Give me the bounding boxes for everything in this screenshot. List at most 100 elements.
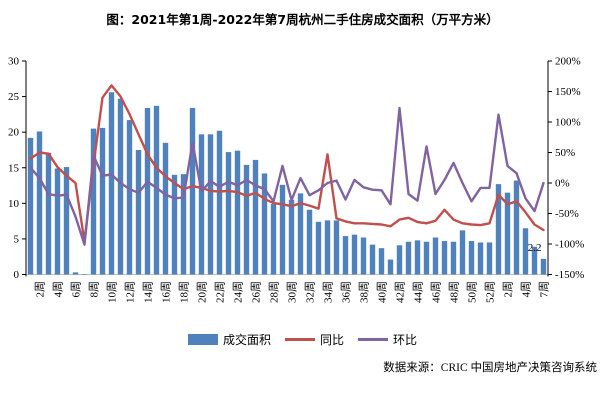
legend-wow-line-icon [358,338,388,341]
bar [387,259,394,275]
x-axis-tick-label: 18周 [178,281,191,303]
x-axis-tick-label: 32周 [304,281,317,303]
x-axis-tick-label: 2周 [502,281,515,298]
right-axis-tick-label: -100% [555,239,584,251]
bar [342,236,349,275]
last-bar-data-label: 2.2 [528,242,542,254]
bar [315,221,322,275]
bar [396,245,403,275]
left-axis-ticks: 0 5 10 15 20 25 30 [8,56,26,281]
legend-label-area: 成交面积 [222,333,271,347]
x-axis-tick-label: 38周 [358,281,371,303]
bar [360,237,367,275]
x-axis-tick-label: 42周 [394,281,407,303]
bar [378,248,385,275]
left-axis-tick-label: 10 [8,198,20,210]
x-axis-tick-label: 2周 [34,281,47,298]
x-axis-tick-label: 46周 [430,281,443,303]
bar [162,142,169,275]
bar-series [27,92,547,275]
bar [540,258,547,275]
x-axis-tick-label: 44周 [412,281,425,303]
bar [306,209,313,275]
bar [36,131,43,275]
bar [135,149,142,275]
right-axis-tick-label: 100% [555,117,581,129]
bar [369,244,376,275]
bar [144,107,151,275]
bar [45,152,52,275]
bar [126,120,133,275]
bar [324,220,331,275]
bar [81,274,88,275]
bar [423,241,430,275]
bar [270,204,277,275]
bar [459,230,466,275]
bar [207,134,214,275]
legend-label-yoy: 同比 [319,333,344,347]
x-axis-tick-label: 8周 [88,281,101,298]
yoy-line [29,84,545,243]
bar [189,107,196,275]
x-axis-tick-label: 50周 [466,281,479,303]
right-axis-tick-label: -50% [555,208,579,220]
bar [450,241,457,275]
x-axis-tick-label: 4周 [52,281,65,298]
bar [468,241,475,275]
x-axis-tick-label: 7周 [538,281,551,298]
bar [234,150,241,275]
bar [288,199,295,275]
left-axis-tick-label: 5 [14,233,20,245]
x-axis-tick-label: 12周 [124,281,137,303]
bar [171,174,178,275]
bar [414,240,421,275]
right-axis-tick-label: 50% [555,147,575,159]
bar [252,159,259,275]
left-axis-tick-label: 25 [8,91,20,103]
left-axis-tick-label: 30 [8,56,20,68]
bar [297,193,304,275]
bar [27,137,34,275]
bar [279,184,286,275]
chart-title: 图：2021年第1周-2022年第7周杭州二手住房成交面积（万平方米） [106,12,499,27]
bar [531,246,538,275]
right-axis-tick-label: 0% [555,178,570,190]
legend-bar-swatch-icon [187,334,218,345]
bar [504,192,511,275]
x-axis-tick-label: 48周 [448,281,461,303]
x-axis-tick-label: 6周 [70,281,83,298]
bar [72,272,79,275]
bar [405,241,412,275]
bar [513,180,520,275]
left-axis-tick-label: 0 [14,269,20,281]
bar [432,237,439,275]
bar [441,241,448,275]
x-axis-tick-label: 16周 [160,281,173,303]
x-axis-tick-label: 24周 [232,281,245,303]
right-axis-tick-label: 150% [555,86,581,98]
x-axis-tick-label: 34周 [322,281,335,303]
x-axis-tick-label: 28周 [268,281,281,303]
x-axis-tick-label: 10周 [106,281,119,303]
right-axis-tick-label: 200% [555,56,581,68]
x-axis-tick-label: 14周 [142,281,155,303]
x-axis-tick-label: 52周 [484,281,497,303]
bar [99,127,106,275]
x-axis-tick-label: 40周 [376,281,389,303]
bar [54,168,61,275]
legend-item-wow: 环比 [358,331,417,348]
left-axis-tick-label: 15 [8,162,20,174]
bar [90,128,97,275]
right-axis-ticks: -150% -100% -50% 0% 50% 100% 150% 200% [548,56,584,281]
bar [495,184,502,275]
x-axis-tick-label: 36周 [340,281,353,303]
bar [198,134,205,275]
bar [108,92,115,275]
source-note: 数据来源：CRIC 中国房地产决策咨询系统 [383,362,597,374]
legend-item-yoy: 同比 [284,331,344,348]
legend: 成交面积 同比 环比 [0,331,605,348]
bar [486,242,493,275]
left-axis-tick-label: 20 [8,127,20,139]
